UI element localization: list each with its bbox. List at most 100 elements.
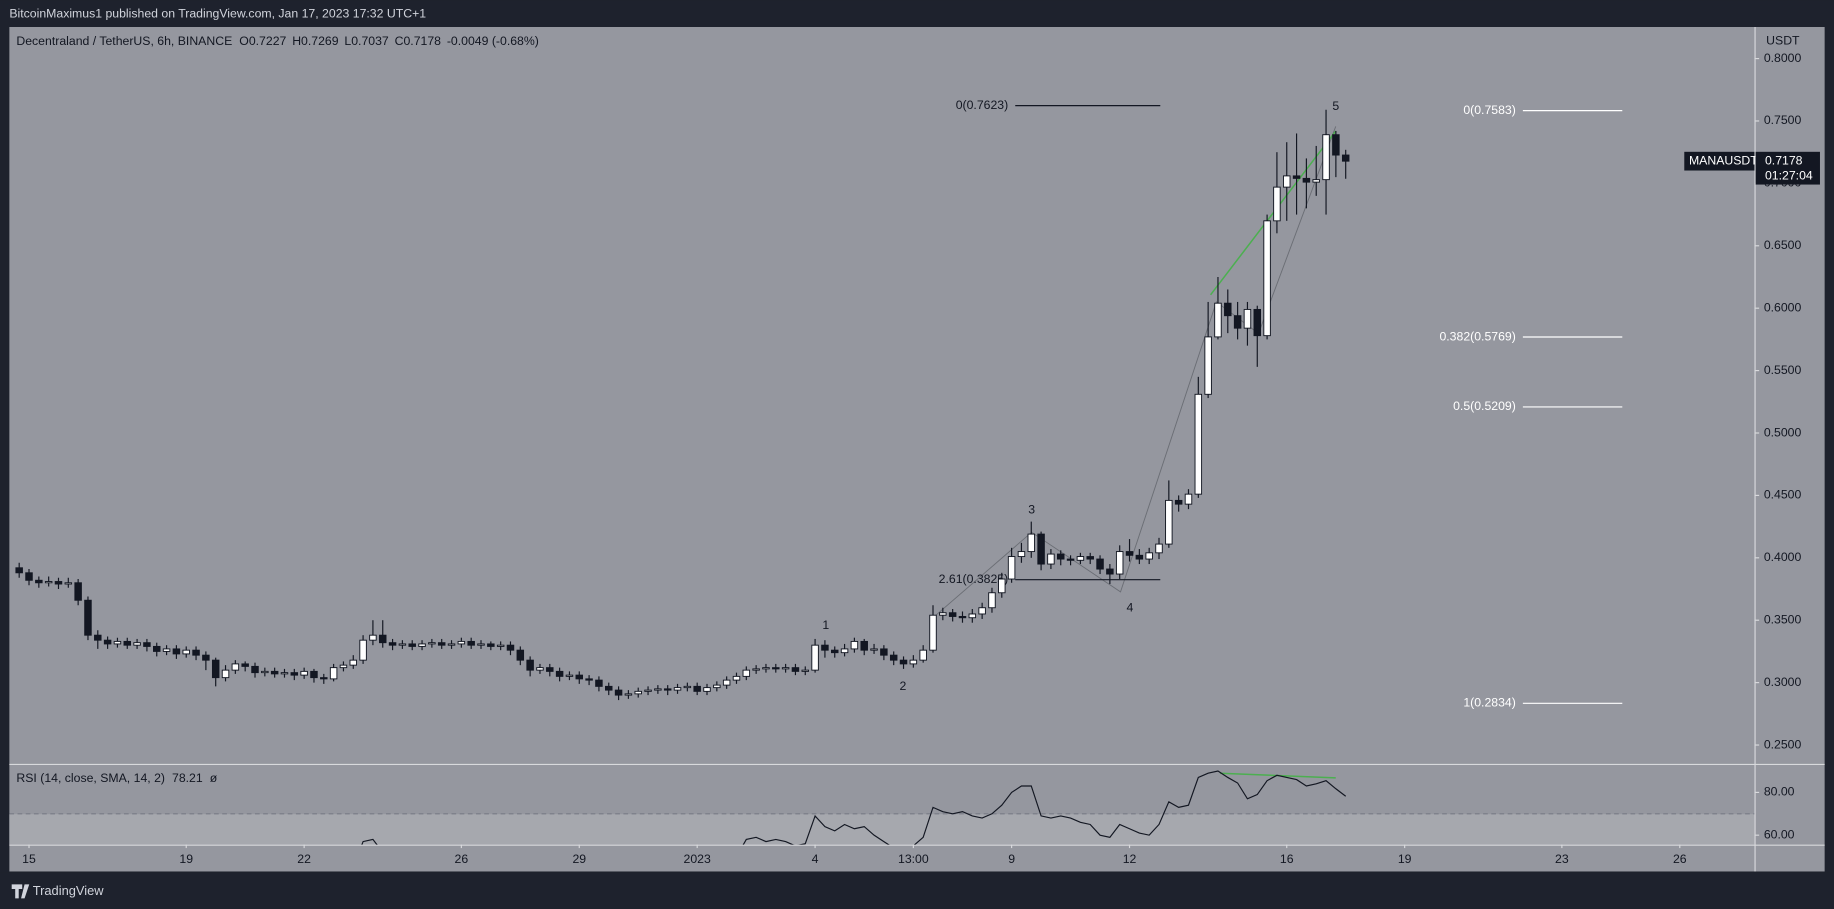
fib-label: 0.5(0.5209) [1453, 399, 1516, 413]
symbol-label: MANAUSDT [1689, 153, 1758, 167]
x-tick-label: 26 [455, 852, 469, 866]
y-tick-label: 0.6500 [1764, 238, 1802, 252]
wave-label: 5 [1332, 99, 1339, 113]
x-tick-label: 19 [1398, 852, 1412, 866]
x-tick-label: 22 [297, 852, 311, 866]
candle-body [1076, 556, 1085, 561]
candle-body [1322, 134, 1330, 181]
candle-body [54, 581, 63, 585]
price-label: 0.7178 [1765, 153, 1803, 167]
rsi-legend: RSI (14, close, SMA, 14, 2) 78.21 ø [16, 771, 217, 785]
candle-body [467, 640, 475, 646]
candle-body [772, 667, 780, 670]
candle-body [752, 668, 760, 671]
candle-body [231, 663, 240, 671]
candle-body [35, 579, 43, 584]
y-tick-label: 0.8000 [1764, 51, 1802, 65]
candle-body [329, 667, 338, 680]
candle-body [1017, 551, 1026, 558]
candle-body [536, 667, 544, 671]
candle-body [506, 644, 515, 651]
publisher: BitcoinMaximus1 published on TradingView… [9, 6, 426, 20]
candle-body [457, 640, 466, 645]
candle-body [634, 690, 642, 695]
candle-body [978, 607, 986, 615]
legend-l: L [344, 34, 351, 48]
legend-title: Decentraland / TetherUS, 6h, BINANCE [16, 34, 232, 48]
candle-body [44, 581, 53, 584]
candle-body [713, 684, 721, 689]
candle-body [15, 567, 23, 574]
candle-body [1106, 568, 1114, 575]
candle-body [791, 667, 800, 672]
candle-body [270, 670, 279, 675]
wave-label: 1 [822, 618, 829, 632]
candle-body [349, 659, 358, 666]
candle-body [1135, 554, 1144, 560]
candle-body [555, 670, 564, 677]
y-tick-label: 0.3500 [1764, 612, 1802, 626]
candle-body [290, 672, 299, 676]
footer [0, 872, 1834, 909]
fib-label: 0.382(0.5769) [1439, 329, 1515, 343]
candle-body [1302, 177, 1311, 183]
candle-body [889, 654, 898, 661]
y-tick-label: 0.4000 [1764, 550, 1802, 564]
legend-l-value: 0.7037 [351, 34, 389, 48]
candle-body [487, 643, 495, 647]
candle-body [202, 654, 210, 661]
candle-body [831, 649, 839, 654]
candle-body [624, 693, 633, 696]
y-tick-label: 0.6000 [1764, 300, 1802, 314]
candle-body [398, 643, 407, 646]
fib-label: 0(0.7583) [1463, 103, 1516, 117]
candle-body [300, 670, 308, 676]
symbol-box [1684, 151, 1755, 171]
candle-body [94, 634, 102, 641]
legend-o: O [239, 34, 249, 48]
candle-body [1312, 179, 1320, 183]
candle-body [742, 669, 751, 677]
x-tick-label: 2023 [684, 852, 711, 866]
candle-body [693, 685, 701, 692]
candle-body [261, 670, 269, 674]
candle-body [172, 648, 181, 655]
candle-body [1047, 553, 1055, 565]
candle-body [1194, 393, 1203, 495]
x-tick-label: 4 [812, 852, 819, 866]
trend-line [1209, 130, 1337, 296]
x-tick-label: 19 [179, 852, 193, 866]
brand: TradingView [33, 883, 104, 898]
y-tick-label: 0.3000 [1764, 675, 1802, 689]
candle-body [211, 659, 220, 679]
candle-body [182, 649, 190, 655]
candle-body [1292, 175, 1301, 179]
candle-body [1057, 553, 1065, 560]
candle-body [447, 643, 456, 646]
candle-body [850, 640, 859, 650]
candle-body [811, 644, 819, 671]
legend-h-value: 0.7269 [301, 34, 339, 48]
candle-body [526, 659, 534, 671]
legend-h: H [292, 34, 301, 48]
candle-body [1273, 186, 1281, 222]
legend: Decentraland / TetherUS, 6h, BINANCE O 0.7… [16, 34, 539, 48]
fib-label: 2.61(0.3825) [939, 572, 1009, 586]
candle-body [762, 667, 770, 670]
candle-body [516, 649, 525, 661]
chart-background [9, 26, 1825, 872]
rsi-tick-label: 60.00 [1764, 827, 1795, 841]
candle-body [64, 582, 73, 585]
candle-body [388, 642, 397, 646]
x-tick-label: 29 [572, 852, 586, 866]
rsi-last: 78.21 [172, 771, 203, 785]
y-tick-label: 0.2500 [1764, 737, 1802, 751]
candle-body [418, 643, 426, 647]
candle-body [968, 613, 977, 619]
candle-body [663, 688, 672, 691]
candle-body [821, 644, 829, 651]
candle-body [860, 640, 868, 651]
candle-body [870, 648, 878, 651]
candle-body [1263, 220, 1271, 337]
